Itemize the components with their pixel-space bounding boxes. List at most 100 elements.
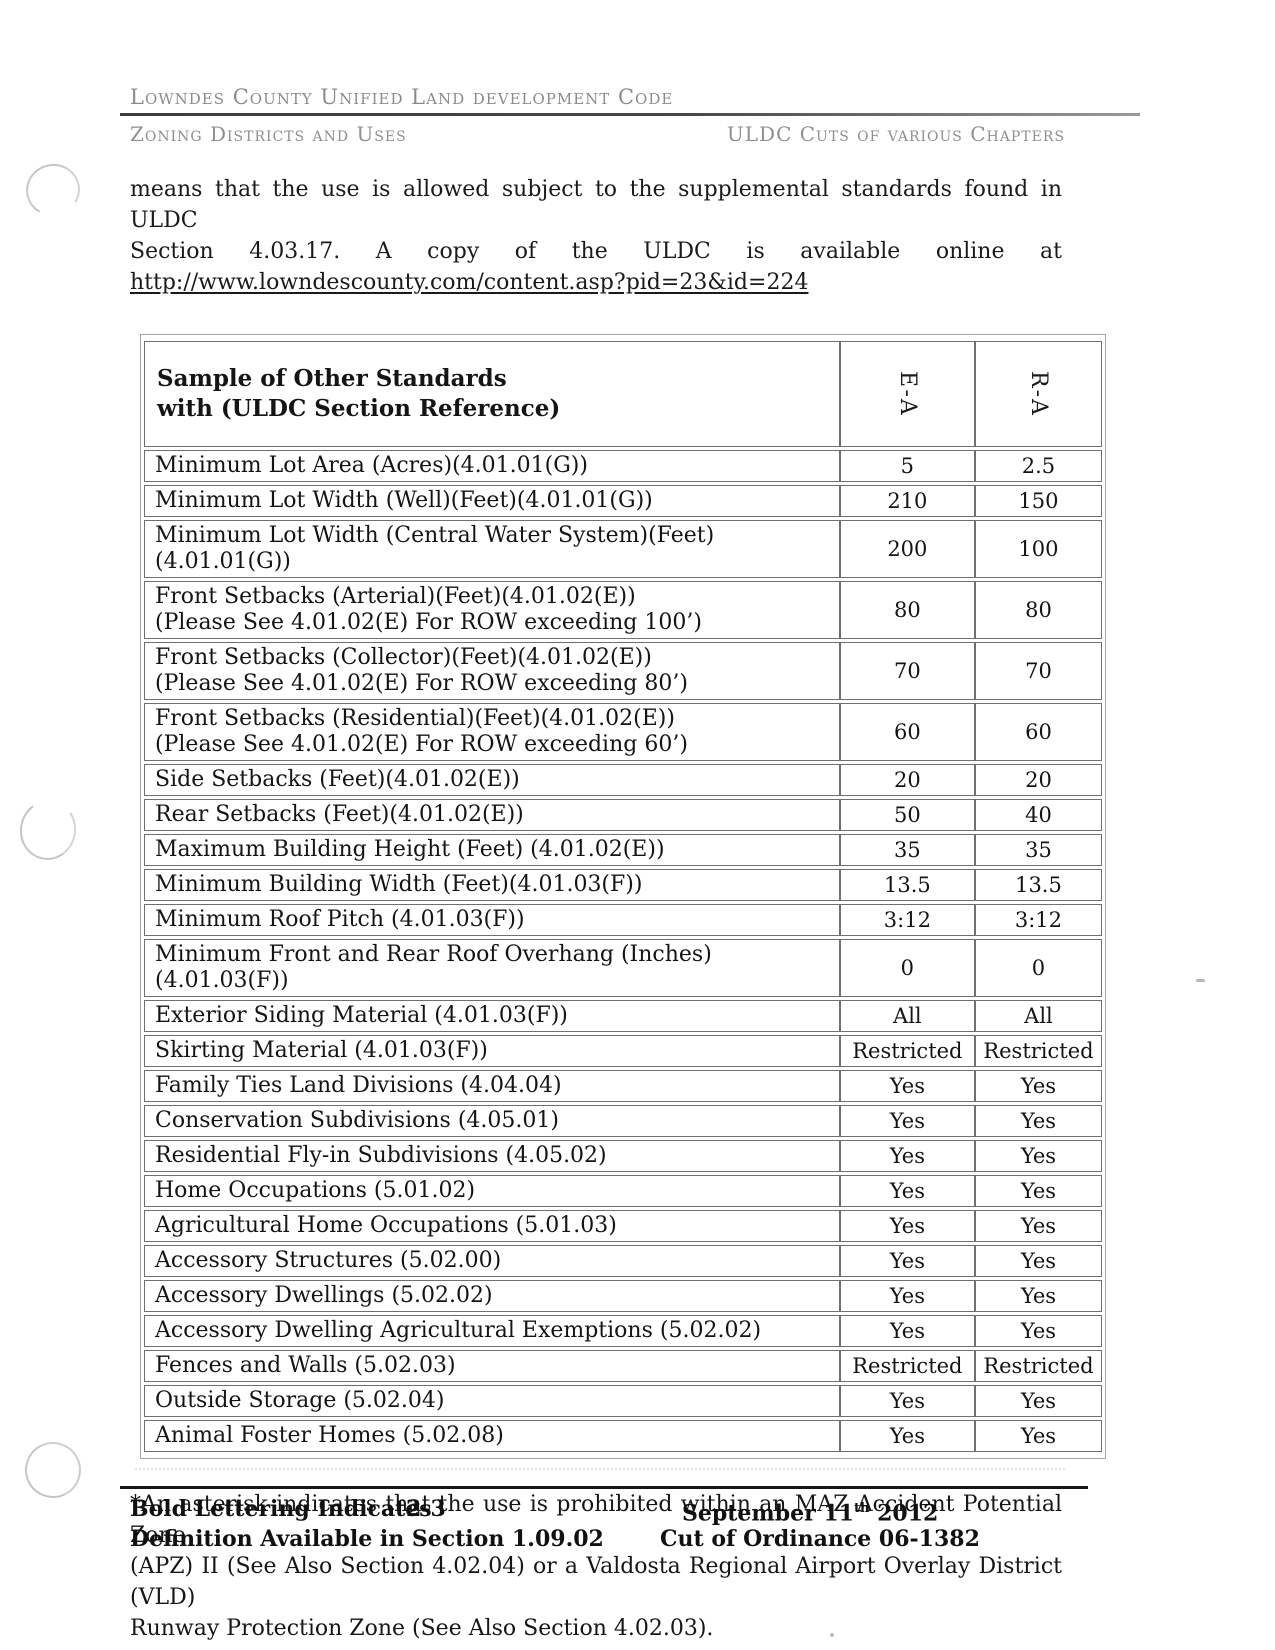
- standard-label-cell: Family Ties Land Divisions (4.04.04): [144, 1070, 840, 1102]
- footer-rule: [120, 1486, 1088, 1489]
- value-cell-ra: Yes: [974, 1105, 1102, 1137]
- column-header-ea-text: E-A: [894, 371, 920, 417]
- standard-label: Residential Fly-in Subdivisions (4.05.02…: [155, 1143, 607, 1168]
- value-cell-ra: 40: [974, 799, 1102, 831]
- table-row: Minimum Roof Pitch (4.01.03(F)) 3:12 3:1…: [144, 904, 1102, 936]
- hole-punch-mark-top: [20, 157, 86, 223]
- uldc-url-link: http://www.lowndescounty.com/content.asp…: [130, 270, 809, 295]
- value-cell-ea: 20: [839, 764, 975, 796]
- table-row: Side Setbacks (Feet)(4.01.02(E)) 20 20: [144, 764, 1102, 796]
- table-row: Agricultural Home Occupations (5.01.03) …: [144, 1210, 1102, 1242]
- table-row: Conservation Subdivisions (4.05.01) Yes …: [144, 1105, 1102, 1137]
- standard-label-cell: Minimum Lot Width (Well)(Feet)(4.01.01(G…: [144, 485, 840, 517]
- standard-label-cell: Maximum Building Height (Feet) (4.01.02(…: [144, 834, 840, 866]
- table-header-label-line1: Sample of Other Standards: [157, 365, 507, 392]
- table-row: Family Ties Land Divisions (4.04.04) Yes…: [144, 1070, 1102, 1102]
- footer-date-day: September 11: [682, 1500, 854, 1527]
- standard-label-cell: Fences and Walls (5.02.03): [144, 1350, 840, 1382]
- value-cell-ra: 0: [974, 939, 1102, 997]
- standard-label: Accessory Dwelling Agricultural Exemptio…: [155, 1318, 762, 1343]
- page-footer: Bold Lettering Indicates 2-3 September 1…: [130, 1494, 1090, 1554]
- standard-label: Minimum Front and Rear Roof Overhang (In…: [155, 942, 712, 993]
- value-cell-ra: Yes: [974, 1210, 1102, 1242]
- standard-label-cell: Residential Fly-in Subdivisions (4.05.02…: [144, 1140, 840, 1172]
- standard-label-cell: Minimum Lot Width (Central Water System)…: [144, 520, 840, 578]
- standard-label: Front Setbacks (Arterial)(Feet)(4.01.02(…: [155, 584, 636, 609]
- table-row: Residential Fly-in Subdivisions (4.05.02…: [144, 1140, 1102, 1172]
- footer-ordinance: Cut of Ordinance 06-1382: [660, 1526, 980, 1552]
- scan-speck: [1196, 979, 1205, 982]
- table-row: Outside Storage (5.02.04) Yes Yes: [144, 1385, 1102, 1417]
- table-row: Accessory Dwelling Agricultural Exemptio…: [144, 1315, 1102, 1347]
- chapter-title-left: Zoning Districts and Uses: [130, 122, 407, 146]
- table-row: Front Setbacks (Collector)(Feet)(4.01.02…: [144, 642, 1102, 700]
- value-cell-ra: Yes: [974, 1175, 1102, 1207]
- value-cell-ra: Yes: [974, 1280, 1102, 1312]
- standard-label-cell: Rear Setbacks (Feet)(4.01.02(E)): [144, 799, 840, 831]
- value-cell-ra: 20: [974, 764, 1102, 796]
- footer-date: September 11th 2012: [682, 1494, 938, 1528]
- value-cell-ea: 210: [839, 485, 975, 517]
- standard-label: Minimum Lot Width (Well)(Feet)(4.01.01(G…: [155, 488, 653, 513]
- table-header-label-line2: with (ULDC Section Reference): [157, 395, 561, 422]
- footer-bold-note-line1: Bold Lettering Indicates: [130, 1496, 432, 1522]
- standard-label: Outside Storage (5.02.04): [155, 1388, 445, 1413]
- page-number: 2-3: [406, 1496, 446, 1522]
- table-row: Animal Foster Homes (5.02.08) Yes Yes: [144, 1420, 1102, 1452]
- value-cell-ra: Yes: [974, 1420, 1102, 1452]
- table-header-row: Sample of Other Standards with (ULDC Sec…: [144, 341, 1102, 447]
- value-cell-ea: 70: [839, 642, 975, 700]
- standard-label: Agricultural Home Occupations (5.01.03): [155, 1213, 617, 1238]
- intro-line-2: Section 4.03.17. A copy of the ULDC is a…: [130, 239, 1062, 264]
- standard-label: Fences and Walls (5.02.03): [155, 1353, 456, 1378]
- footnote-line-2: (APZ) II (See Also Section 4.02.04) or a…: [130, 1554, 1062, 1610]
- table-row: Front Setbacks (Arterial)(Feet)(4.01.02(…: [144, 581, 1102, 639]
- standard-label: Front Setbacks (Residential)(Feet)(4.01.…: [155, 706, 675, 731]
- table-row: Accessory Structures (5.02.00) Yes Yes: [144, 1245, 1102, 1277]
- standard-label: Conservation Subdivisions (4.05.01): [155, 1108, 559, 1133]
- value-cell-ra: 60: [974, 703, 1102, 761]
- standard-label-note: (Please See 4.01.02(E) For ROW exceeding…: [155, 610, 702, 635]
- value-cell-ra: Yes: [974, 1385, 1102, 1417]
- standard-label-cell: Home Occupations (5.01.02): [144, 1175, 840, 1207]
- table-row: Minimum Building Width (Feet)(4.01.03(F)…: [144, 869, 1102, 901]
- table-row: Minimum Lot Width (Well)(Feet)(4.01.01(G…: [144, 485, 1102, 517]
- standard-label: Exterior Siding Material (4.01.03(F)): [155, 1003, 568, 1028]
- standard-label-cell: Accessory Dwelling Agricultural Exemptio…: [144, 1315, 840, 1347]
- value-cell-ea: 3:12: [839, 904, 975, 936]
- table-row: Exterior Siding Material (4.01.03(F)) Al…: [144, 1000, 1102, 1032]
- standard-label: Front Setbacks (Collector)(Feet)(4.01.02…: [155, 645, 652, 670]
- footnote-line-3: Runway Protection Zone (See Also Section…: [130, 1616, 714, 1641]
- standard-label-cell: Accessory Dwellings (5.02.02): [144, 1280, 840, 1312]
- value-cell-ra: 13.5: [974, 869, 1102, 901]
- standard-label-cell: Animal Foster Homes (5.02.08): [144, 1420, 840, 1452]
- value-cell-ra: Restricted: [974, 1035, 1102, 1067]
- standard-label-cell: Side Setbacks (Feet)(4.01.02(E)): [144, 764, 840, 796]
- footer-date-year: 2012: [869, 1500, 939, 1527]
- standard-label-cell: Minimum Roof Pitch (4.01.03(F)): [144, 904, 840, 936]
- footnote-line-1: *An asterisk indicates that the use is p…: [130, 1492, 1062, 1548]
- table-row: Minimum Front and Rear Roof Overhang (In…: [144, 939, 1102, 997]
- value-cell-ra: Yes: [974, 1070, 1102, 1102]
- value-cell-ea: Yes: [839, 1175, 975, 1207]
- standard-label-cell: Front Setbacks (Residential)(Feet)(4.01.…: [144, 703, 840, 761]
- table-row: Rear Setbacks (Feet)(4.01.02(E)) 50 40: [144, 799, 1102, 831]
- value-cell-ra: 3:12: [974, 904, 1102, 936]
- standard-label-cell: Skirting Material (4.01.03(F)): [144, 1035, 840, 1067]
- column-header-ra: R-A: [974, 341, 1102, 447]
- value-cell-ea: 50: [839, 799, 975, 831]
- standard-label: Rear Setbacks (Feet)(4.01.02(E)): [155, 802, 524, 827]
- value-cell-ra: Restricted: [974, 1350, 1102, 1382]
- standard-label: Animal Foster Homes (5.02.08): [155, 1423, 504, 1448]
- standard-label: Maximum Building Height (Feet) (4.01.02(…: [155, 837, 665, 862]
- table-row: Accessory Dwellings (5.02.02) Yes Yes: [144, 1280, 1102, 1312]
- column-header-ra-text: R-A: [1025, 371, 1051, 417]
- table-row: Minimum Lot Area (Acres)(4.01.01(G)) 5 2…: [144, 450, 1102, 482]
- value-cell-ea: Yes: [839, 1385, 975, 1417]
- value-cell-ra: 80: [974, 581, 1102, 639]
- value-cell-ea: 200: [839, 520, 975, 578]
- value-cell-ea: Yes: [839, 1280, 975, 1312]
- standard-label-note: (Please See 4.01.02(E) For ROW exceeding…: [155, 732, 688, 757]
- hole-punch-mark-bottom: [17, 1434, 89, 1506]
- standard-label: Family Ties Land Divisions (4.04.04): [155, 1073, 562, 1098]
